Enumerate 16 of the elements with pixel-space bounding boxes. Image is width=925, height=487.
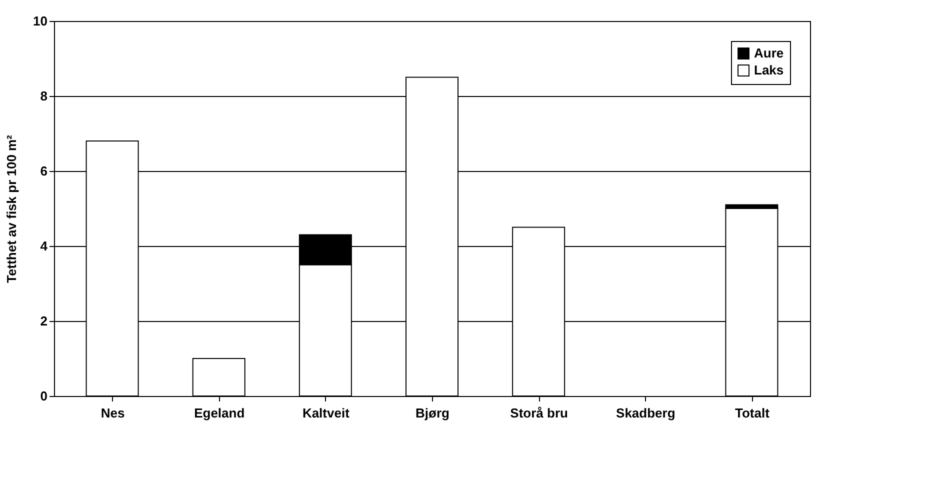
y-tick-label: 4 <box>40 238 48 254</box>
legend-label: Aure <box>754 46 784 60</box>
y-tick-label: 10 <box>33 14 48 28</box>
y-tick-label: 8 <box>40 88 48 104</box>
x-tick-label: Egeland <box>194 406 245 420</box>
y-tick-label: 6 <box>40 164 48 178</box>
x-tick-label: Skadberg <box>616 406 676 420</box>
y-tick-label: 2 <box>40 314 48 328</box>
y-axis-title: Tetthet av fisk pr 100 m² <box>4 134 20 283</box>
legend-label: Laks <box>754 62 784 78</box>
x-tick-label: Bjørg <box>416 406 450 420</box>
x-tick-label: Totalt <box>735 406 770 420</box>
x-tick-label: Nes <box>100 406 125 420</box>
x-tick-label: Kaltveit <box>302 406 350 420</box>
y-tick-label: 0 <box>40 388 48 404</box>
x-tick-label: Storå bru <box>510 406 568 420</box>
